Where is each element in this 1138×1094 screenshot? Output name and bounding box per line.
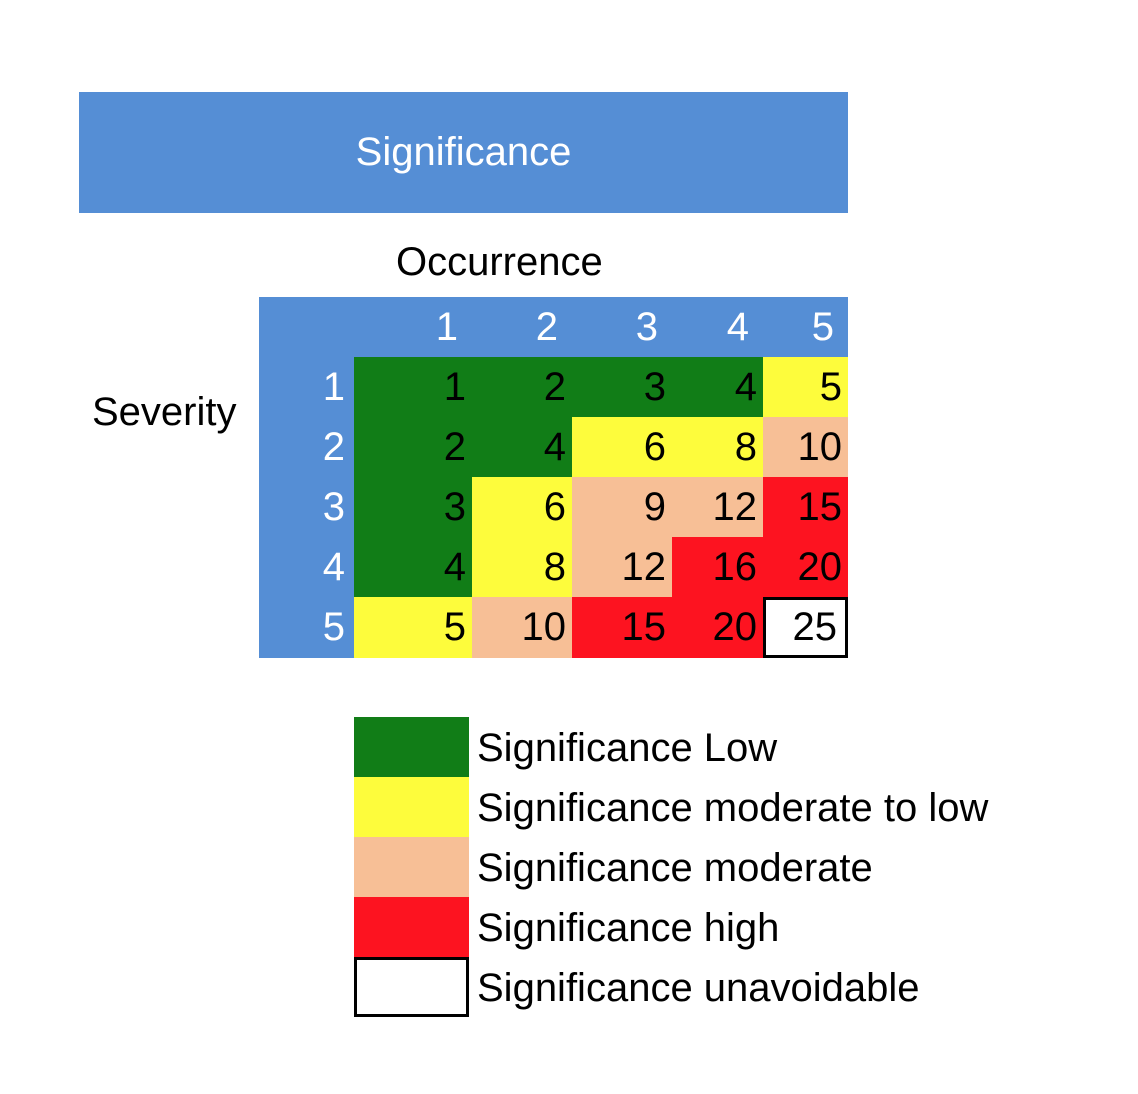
matrix-cell-r5-c4: 20: [672, 597, 763, 658]
matrix-cell-r4-c1: 4: [354, 537, 472, 597]
matrix-cell-r5-c2: 10: [472, 597, 572, 658]
column-header-bar: [259, 297, 848, 357]
matrix-cell-r1-c2: 2: [472, 357, 572, 417]
occurrence-axis-label: Occurrence: [396, 240, 603, 284]
legend-swatch-high: [354, 897, 469, 957]
row-header-5: 5: [322, 605, 345, 649]
matrix-cell-r5-c3: 15: [572, 597, 672, 658]
legend-label-unavoidable: Significance unavoidable: [477, 966, 920, 1010]
matrix-cell-r4-c4: 16: [672, 537, 763, 597]
legend-swatch-moderate: [354, 837, 469, 897]
row-header-4: 4: [322, 545, 345, 589]
legend-swatch-low: [354, 717, 469, 777]
matrix-cell-r2-c2: 4: [472, 417, 572, 477]
matrix-cell-r3-c3: 9: [572, 477, 672, 537]
title-text: Significance: [355, 130, 572, 174]
legend-label-high: Significance high: [477, 906, 780, 950]
column-header-2: 2: [535, 305, 558, 349]
matrix-cell-r2-c5: 10: [763, 417, 848, 477]
matrix-cell-r1-c5: 5: [763, 357, 848, 417]
legend-label-moderate-to-low: Significance moderate to low: [477, 786, 989, 830]
legend-label-low: Significance Low: [477, 726, 778, 770]
row-header-2: 2: [322, 425, 345, 469]
matrix-cell-r3-c5: 15: [763, 477, 848, 537]
legend-label-moderate: Significance moderate: [477, 846, 873, 890]
column-header-3: 3: [635, 305, 658, 349]
row-header-1: 1: [322, 365, 345, 409]
matrix-cell-r3-c4: 12: [672, 477, 763, 537]
matrix-cell-r5-c5: 25: [763, 597, 848, 658]
matrix-cell-r3-c2: 6: [472, 477, 572, 537]
legend-swatch-unavoidable: [354, 957, 469, 1017]
severity-axis-label: Severity: [92, 390, 237, 434]
row-header-bar: [259, 357, 354, 658]
matrix-cell-r2-c4: 8: [672, 417, 763, 477]
matrix-cell-r4-c5: 20: [763, 537, 848, 597]
title-banner: Significance: [79, 92, 848, 213]
matrix-cell-r4-c3: 12: [572, 537, 672, 597]
matrix-cell-r5-c1: 5: [354, 597, 472, 658]
matrix-cell-r4-c2: 8: [472, 537, 572, 597]
row-header-3: 3: [322, 485, 345, 529]
column-header-1: 1: [435, 305, 458, 349]
matrix-cell-r3-c1: 3: [354, 477, 472, 537]
matrix-cell-r1-c4: 4: [672, 357, 763, 417]
column-header-5: 5: [811, 305, 834, 349]
matrix-cell-r2-c1: 2: [354, 417, 472, 477]
matrix-cell-r1-c1: 1: [354, 357, 472, 417]
matrix-cell-r2-c3: 6: [572, 417, 672, 477]
column-header-4: 4: [726, 305, 749, 349]
matrix-cell-r1-c3: 3: [572, 357, 672, 417]
legend-swatch-moderate-to-low: [354, 777, 469, 837]
